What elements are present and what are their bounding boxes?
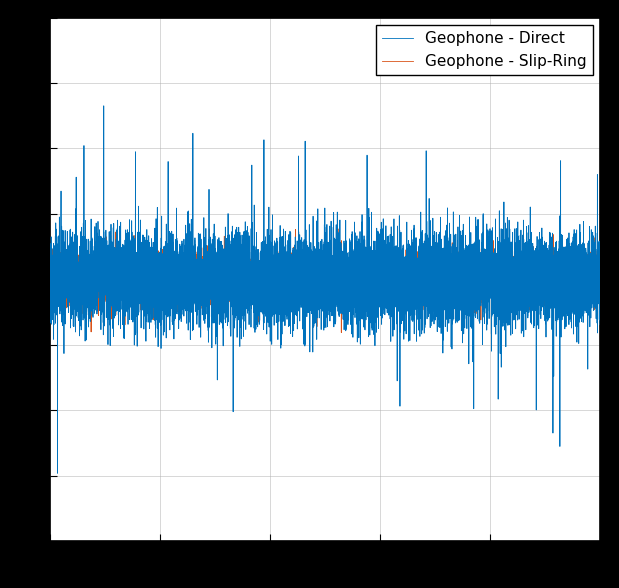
Geophone - Direct (568, 240, 575, 247)
Geophone - Direct (79, 267, 86, 274)
Geophone - Slip-Ring (154, 278, 161, 285)
Geophone - Slip-Ring (315, 261, 322, 268)
Geophone - Slip-Ring (568, 278, 575, 285)
Line: Geophone - Direct: Geophone - Direct (50, 106, 600, 473)
Geophone - Direct (48, 292, 56, 299)
Legend: Geophone - Direct, Geophone - Slip-Ring: Geophone - Direct, Geophone - Slip-Ring (376, 25, 593, 75)
Line: Geophone - Slip-Ring: Geophone - Slip-Ring (50, 229, 600, 332)
Geophone - Slip-Ring (46, 258, 53, 265)
Geophone - Slip-Ring (337, 329, 345, 336)
Geophone - Direct (54, 470, 61, 477)
Geophone - Slip-Ring (48, 275, 56, 282)
Geophone - Slip-Ring (335, 225, 343, 232)
Geophone - Slip-Ring (597, 265, 604, 272)
Geophone - Slip-Ring (79, 263, 86, 270)
Geophone - Slip-Ring (69, 299, 76, 306)
Geophone - Direct (154, 264, 162, 271)
Geophone - Direct (315, 295, 322, 302)
Geophone - Direct (46, 265, 53, 272)
Geophone - Direct (597, 261, 604, 268)
Geophone - Direct (100, 102, 108, 109)
Geophone - Direct (69, 293, 76, 300)
